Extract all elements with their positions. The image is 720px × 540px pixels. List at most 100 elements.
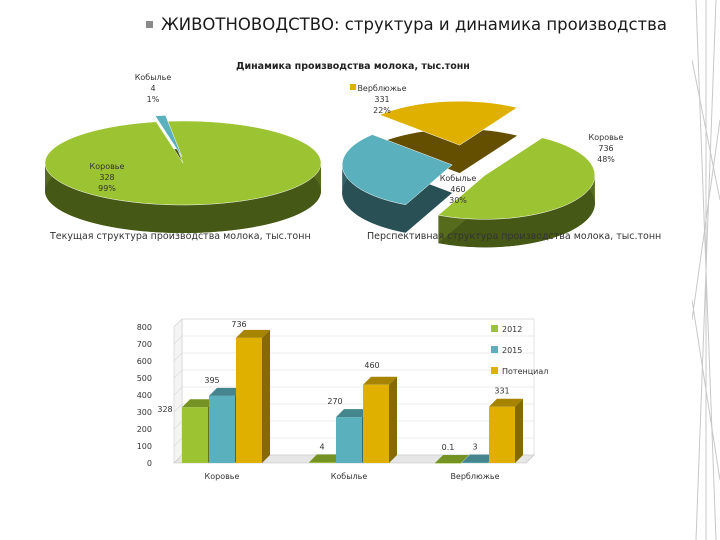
y-tick-label: 400: [137, 391, 152, 400]
x-category-label: Верблюжье: [450, 472, 499, 481]
bar-front: [182, 407, 208, 463]
bar-data-label: 395: [204, 376, 219, 385]
pie-slice-label-group: Коровье 328 99%: [90, 162, 125, 193]
pie-slice-label-group: Верблюжье 331 22%: [357, 84, 406, 115]
bar-top: [435, 454, 469, 463]
y-tick-label: 300: [137, 408, 152, 417]
bar-data-label: 4: [319, 442, 324, 451]
bar-side: [461, 454, 469, 463]
pie-data-label: 4: [150, 84, 155, 93]
pie-data-label: 736: [598, 144, 613, 153]
y-tick-label: 0: [147, 459, 152, 468]
x-category-label: Коровье: [205, 472, 240, 481]
slide-title: ЖИВОТНОВОДСТВО: структура и динамика про…: [161, 15, 667, 34]
bar-front: [435, 462, 461, 464]
pie-data-label: Кобылье: [440, 174, 477, 183]
bar-front: [236, 337, 262, 463]
pie-data-label: 30%: [449, 196, 467, 205]
bar-top: [462, 454, 496, 463]
pie-slice-Верблюжье: [379, 100, 518, 146]
pie-data-label: Кобылье: [135, 73, 172, 82]
pie2-label-marker: [350, 84, 356, 90]
pie-data-label: 22%: [373, 106, 391, 115]
bar-top: [363, 376, 397, 385]
bar-top: [182, 399, 216, 408]
slide-title-row: ЖИВОТНОВОДСТВО: структура и динамика про…: [146, 15, 667, 34]
bar-top: [209, 387, 243, 396]
y-tick-label: 200: [137, 425, 152, 434]
bar-data-label: 0.1: [442, 443, 455, 452]
legend-entry-Потенциал: Потенциал: [491, 367, 548, 376]
pie-slice-Кобылье: [341, 134, 453, 206]
pie-data-label: Коровье: [589, 133, 624, 142]
bar-front: [336, 417, 362, 463]
legend-swatch: [491, 346, 498, 353]
gridline: [173, 318, 534, 328]
bar-Коровье-2012: 328: [157, 399, 216, 463]
bar-front: [309, 462, 335, 463]
bullet-icon: [146, 21, 153, 28]
bar-top: [309, 454, 343, 463]
gridline: [173, 369, 534, 379]
bar-data-label: 3: [472, 442, 477, 451]
bar-top: [489, 398, 523, 407]
pie-data-label: 460: [450, 185, 465, 194]
legend-entry-2012: 2012: [491, 325, 522, 334]
bar-chart-title: Динамика производства молока, тыс.тонн: [236, 61, 470, 72]
gridline: [173, 386, 534, 396]
y-tick-label: 600: [137, 357, 152, 366]
bar-side: [262, 329, 270, 463]
bar-front: [363, 384, 389, 463]
bar-data-label: 331: [494, 387, 509, 396]
pie-slice-label-group: Кобылье 4 1%: [135, 73, 172, 104]
y-tick-label: 500: [137, 374, 152, 383]
pie-slice-Кобылье: [154, 115, 183, 158]
legend-label: Потенциал: [502, 367, 548, 376]
pie-data-label: 48%: [597, 155, 615, 164]
bar-top: [336, 409, 370, 418]
pie-data-label: 1%: [147, 95, 160, 104]
pie1-title: Текущая структура производства молока, т…: [49, 231, 311, 242]
pie-slice-label-group: Кобылье 460 30%: [440, 174, 477, 205]
pie-data-label: Коровье: [90, 162, 125, 171]
bar-Верблюжье-2012: 0.1: [435, 443, 469, 464]
bar-Коровье-Потенциал: 736: [231, 320, 270, 463]
gridline: [173, 403, 534, 413]
pie-data-label: 99%: [98, 184, 116, 193]
legend-label: 2012: [502, 325, 522, 334]
legend-entry-2015: 2015: [491, 346, 522, 355]
bar-Верблюжье-Потенциал: 331: [489, 387, 523, 463]
pie-data-label: 331: [374, 95, 389, 104]
y-tick-label: 800: [137, 323, 152, 332]
pie-data-label: 328: [99, 173, 114, 182]
pie-slice-base-2: [379, 129, 518, 174]
decorative-border: [692, 0, 720, 540]
bar-data-label: 460: [364, 361, 379, 370]
pie2-title: Перспективная структура производства мол…: [367, 231, 661, 242]
legend-swatch: [491, 325, 498, 332]
y-tick-label: 700: [137, 340, 152, 349]
bar-front: [489, 406, 515, 463]
bar-side: [389, 376, 397, 463]
bar-front: [462, 462, 488, 463]
bar-data-label: 736: [231, 320, 246, 329]
pie-slice-label-group: Коровье 736 48%: [589, 133, 624, 164]
legend-label: 2015: [502, 346, 522, 355]
bar-data-label: 270: [327, 397, 342, 406]
y-tick-label: 100: [137, 442, 152, 451]
pie-slice-Коровье: [44, 120, 322, 206]
bar-data-label: 328: [157, 405, 172, 414]
pie-slice-Коровье: [437, 137, 596, 220]
legend-swatch: [491, 367, 498, 374]
bar-front: [209, 395, 235, 463]
bar-side: [515, 398, 523, 463]
pie-data-label: Верблюжье: [357, 84, 406, 93]
bar-top: [236, 329, 270, 338]
gridline: [173, 335, 534, 345]
bar-Кобылье-Потенциал: 460: [363, 361, 397, 463]
gridline: [173, 352, 534, 362]
